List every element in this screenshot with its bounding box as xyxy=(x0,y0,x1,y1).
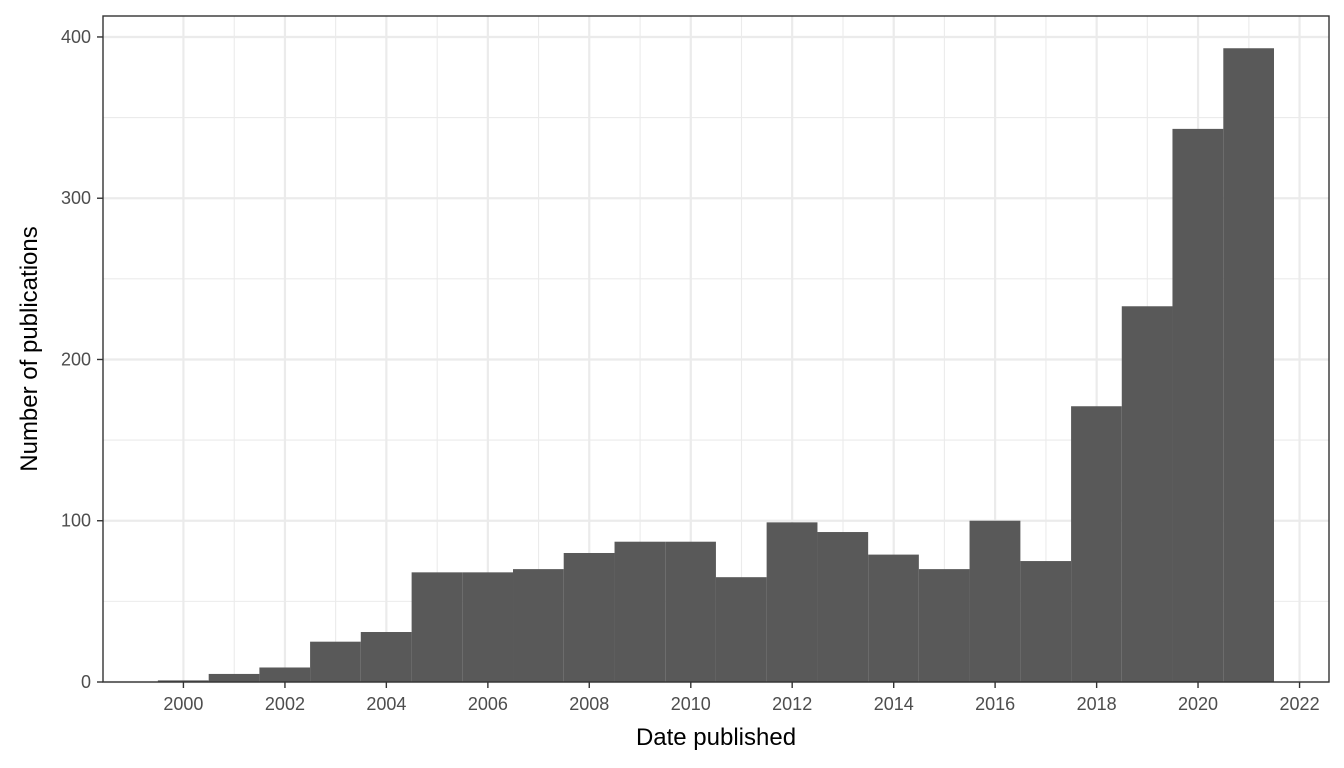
histogram-bar xyxy=(411,572,463,682)
y-tick-label: 200 xyxy=(61,349,91,369)
histogram-bar xyxy=(513,569,564,682)
histogram-bar xyxy=(563,552,615,682)
histogram-bar xyxy=(310,641,361,682)
histogram-bar xyxy=(1121,306,1173,682)
histogram-bar xyxy=(614,541,666,682)
histogram-bar xyxy=(157,680,209,682)
histogram-bars xyxy=(157,48,1274,683)
histogram-bar xyxy=(817,532,869,682)
y-tick-label: 0 xyxy=(81,672,91,692)
x-tick-label: 2008 xyxy=(569,694,609,714)
histogram-bar xyxy=(715,577,767,682)
x-tick-label: 2002 xyxy=(265,694,305,714)
histogram-bar xyxy=(665,541,716,682)
histogram-bar xyxy=(1223,48,1274,682)
histogram-bar xyxy=(1172,128,1224,683)
histogram-bar xyxy=(969,520,1021,682)
x-tick-label: 2012 xyxy=(772,694,812,714)
x-tick-label: 2016 xyxy=(975,694,1015,714)
histogram-bar xyxy=(208,673,260,682)
x-tick-label: 2022 xyxy=(1280,694,1320,714)
x-tick-label: 2018 xyxy=(1077,694,1117,714)
y-tick-label: 100 xyxy=(61,511,91,531)
x-tick-label: 2000 xyxy=(163,694,203,714)
y-tick-label: 400 xyxy=(61,27,91,47)
x-tick-label: 2004 xyxy=(366,694,406,714)
x-tick-label: 2020 xyxy=(1178,694,1218,714)
histogram-bar xyxy=(1071,406,1122,682)
histogram-bar xyxy=(1020,561,1072,682)
histogram-bar xyxy=(868,554,919,682)
axis-ticks: 2000 2002 2004 2006 2008 2010 2012 2014 2016 2018… xyxy=(61,27,1320,714)
x-tick-label: 2006 xyxy=(468,694,508,714)
x-axis-title: Date published xyxy=(636,724,796,751)
histogram-bar xyxy=(766,522,818,682)
histogram-bar xyxy=(918,569,970,682)
histogram-bar xyxy=(462,572,514,682)
y-axis-title: Number of publications xyxy=(16,226,43,471)
histogram-bar xyxy=(259,667,311,682)
y-tick-label: 300 xyxy=(61,188,91,208)
x-tick-label: 2014 xyxy=(874,694,914,714)
plot-panel-border xyxy=(102,15,1330,683)
x-tick-label: 2010 xyxy=(671,694,711,714)
histogram-bar xyxy=(360,632,412,682)
